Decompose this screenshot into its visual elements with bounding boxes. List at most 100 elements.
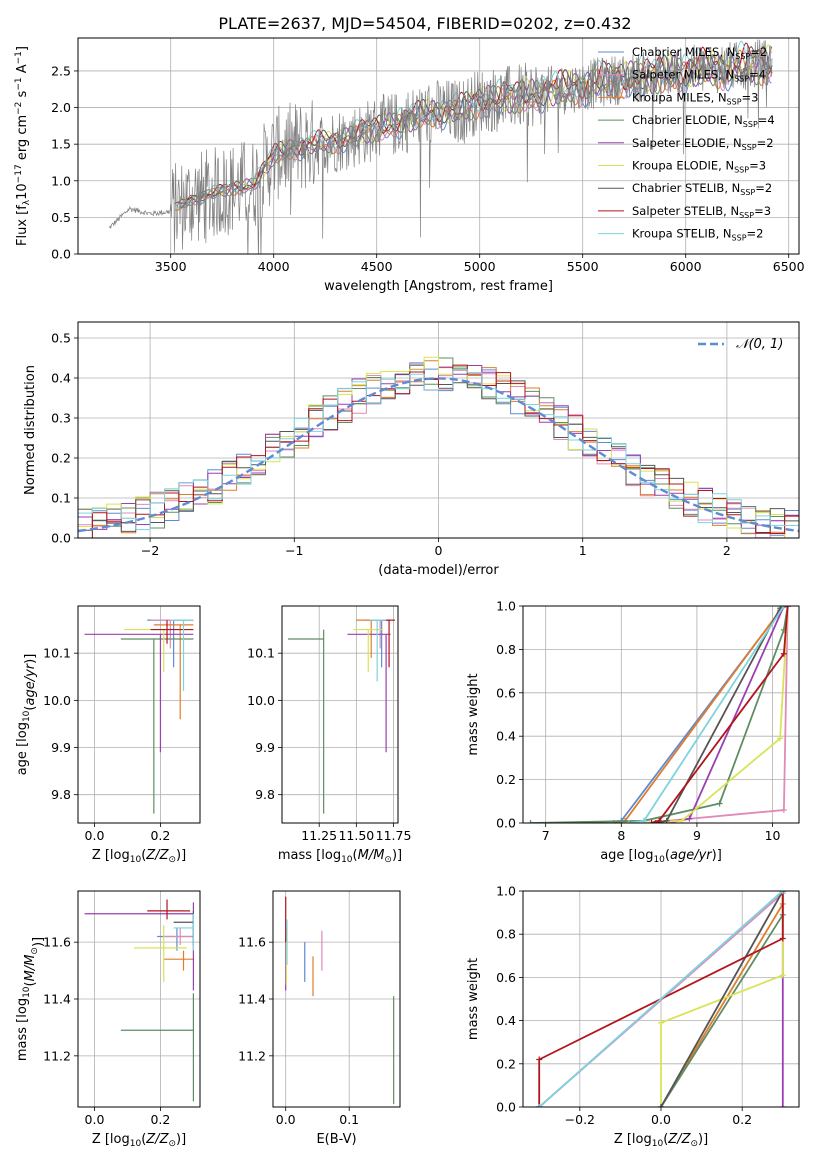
legend-count: =4 [758,113,775,127]
x-tick-label: −2 [141,543,159,558]
label-part: mass weight [466,673,481,755]
weight-marker [784,606,791,609]
label-part: Z/Z [145,848,169,863]
label-part: mass weight [466,958,481,1040]
y-tick-label: 0.8 [496,927,516,942]
label-part: M/M [23,955,38,982]
y-tick-label: 0.3 [51,411,71,426]
label-part: Normed distribution [23,365,38,495]
x-tick-label: −0.2 [565,1112,595,1127]
y-tick-label: 0.2 [496,1056,516,1071]
label-part: 10 [130,1139,142,1149]
y-tick-label: 11.2 [43,1048,71,1063]
label-part: )] [392,848,402,863]
plot-area [108,39,773,254]
plot-area [78,356,799,538]
label-part: )] [31,937,46,947]
axes-z_mass: 0.0 0.211.211.411.6Z [log10(Z/Z⊙)]mass [l… [15,890,201,1149]
grid-lines [78,891,200,1107]
axes-ebv_mass: 0.0 0.1 11.2 11.4 11.6 E(B-V) [238,890,401,1147]
label-part: Z [log [92,1132,130,1147]
x-tick-label: 4000 [258,259,290,274]
x-tick-label: 5500 [567,259,599,274]
x-tick-label: 0.2 [150,828,170,843]
grid-lines [78,322,799,539]
residual-histogram-steps [78,364,799,538]
y-tick-label: 1.5 [51,137,71,152]
label-part: ⊙ [384,855,392,865]
label-part: wavelength [Angstrom, rest frame] [324,279,553,294]
observed-spectrum-line [108,39,773,254]
y-tick-label: 0.5 [51,210,71,225]
legend-count: =2 [755,181,772,195]
axes-z_weight: −0.2 0.0 0.2 0.0 0.2 0.4 0.6 0.8 1.0 Z [log10(Z/Z… [466,884,800,1149]
y-tick-label: 0.2 [496,772,516,787]
label-part: 10 [341,855,353,865]
errorbar-point [347,633,391,753]
weight-curve [648,606,791,823]
axes-frame [522,605,800,824]
plot-area [84,899,195,1102]
label-part: Z [log [92,848,130,863]
label-part: s [15,90,30,101]
errorbar-point [381,619,396,668]
y-tick-label: 0.0 [496,1100,516,1115]
y-tick-label: 0.4 [51,371,71,386]
weight-marker [779,1104,786,1107]
legend-name: Chabrier ELODIE, N [632,113,743,127]
legend-count: =3 [749,159,766,173]
label-part: ( [141,848,146,863]
x-tick-label: 0.1 [339,1112,359,1127]
label-part: ( [353,848,358,863]
grid-lines [282,606,398,823]
x-axis-label: age [log10(age/yr)] [600,848,722,865]
axes-spectrum: 3500 4000 4500 5000 5500 6000 6500 0.0 0.5 1.0 1.5… [14,37,805,294]
weight-line [628,606,785,823]
legend-label: Salpeter MILES, NSSP=4 [632,68,766,84]
axes-frame [77,605,201,824]
y-tick-label: 0.4 [496,729,516,744]
legend-label: Salpeter ELODIE, NSSP=2 [632,136,774,152]
legend-label: Kroupa ELODIE, NSSP=3 [632,159,766,175]
errorbar-point [134,925,187,982]
legend-subscript: SSP [743,120,758,129]
legend-name: Chabrier STELIB, N [632,181,740,195]
x-tick-label: 10 [765,828,781,843]
y-axis-label: mass weight [466,673,481,755]
y-tick-label: 11.6 [43,935,71,950]
axes-frame [77,890,201,1108]
weight-line [660,891,784,1107]
label-part: Z [log [614,1132,652,1147]
x-tick-label: 6500 [773,259,805,274]
weight-marker [779,935,786,942]
label-part: 10 [130,855,142,865]
errorbar-point [84,633,194,753]
weight-marker [780,650,787,657]
label-part: )] [176,1132,186,1147]
y-tick-label: 11.6 [238,935,266,950]
label-part: Flux [f [15,205,30,246]
legend-name: Kroupa ELODIE, N [632,159,734,173]
y-tick-label: 0.0 [51,531,71,546]
y-tick-label: 2.0 [51,100,71,115]
grid-lines [273,891,400,1107]
weight-line [643,606,789,823]
x-tick-label: 11.50 [338,828,374,843]
weight-curve [625,606,787,823]
gaussian-reference-curve [78,377,799,533]
y-tick-label: 2.5 [51,63,71,78]
x-tick-label: 0.2 [732,1112,752,1127]
label-part: )] [712,848,722,863]
y-axis-label: mass weight [466,958,481,1040]
weight-curve [536,891,786,1107]
label-part: mass [log [15,998,30,1061]
y-axis-label: age [log10(age/yr)] [15,654,38,776]
legend-count: =2 [747,227,764,241]
plot-area [287,619,396,814]
weight-marker [716,800,723,807]
weight-marker [780,606,787,609]
label-part: λ [22,199,32,205]
